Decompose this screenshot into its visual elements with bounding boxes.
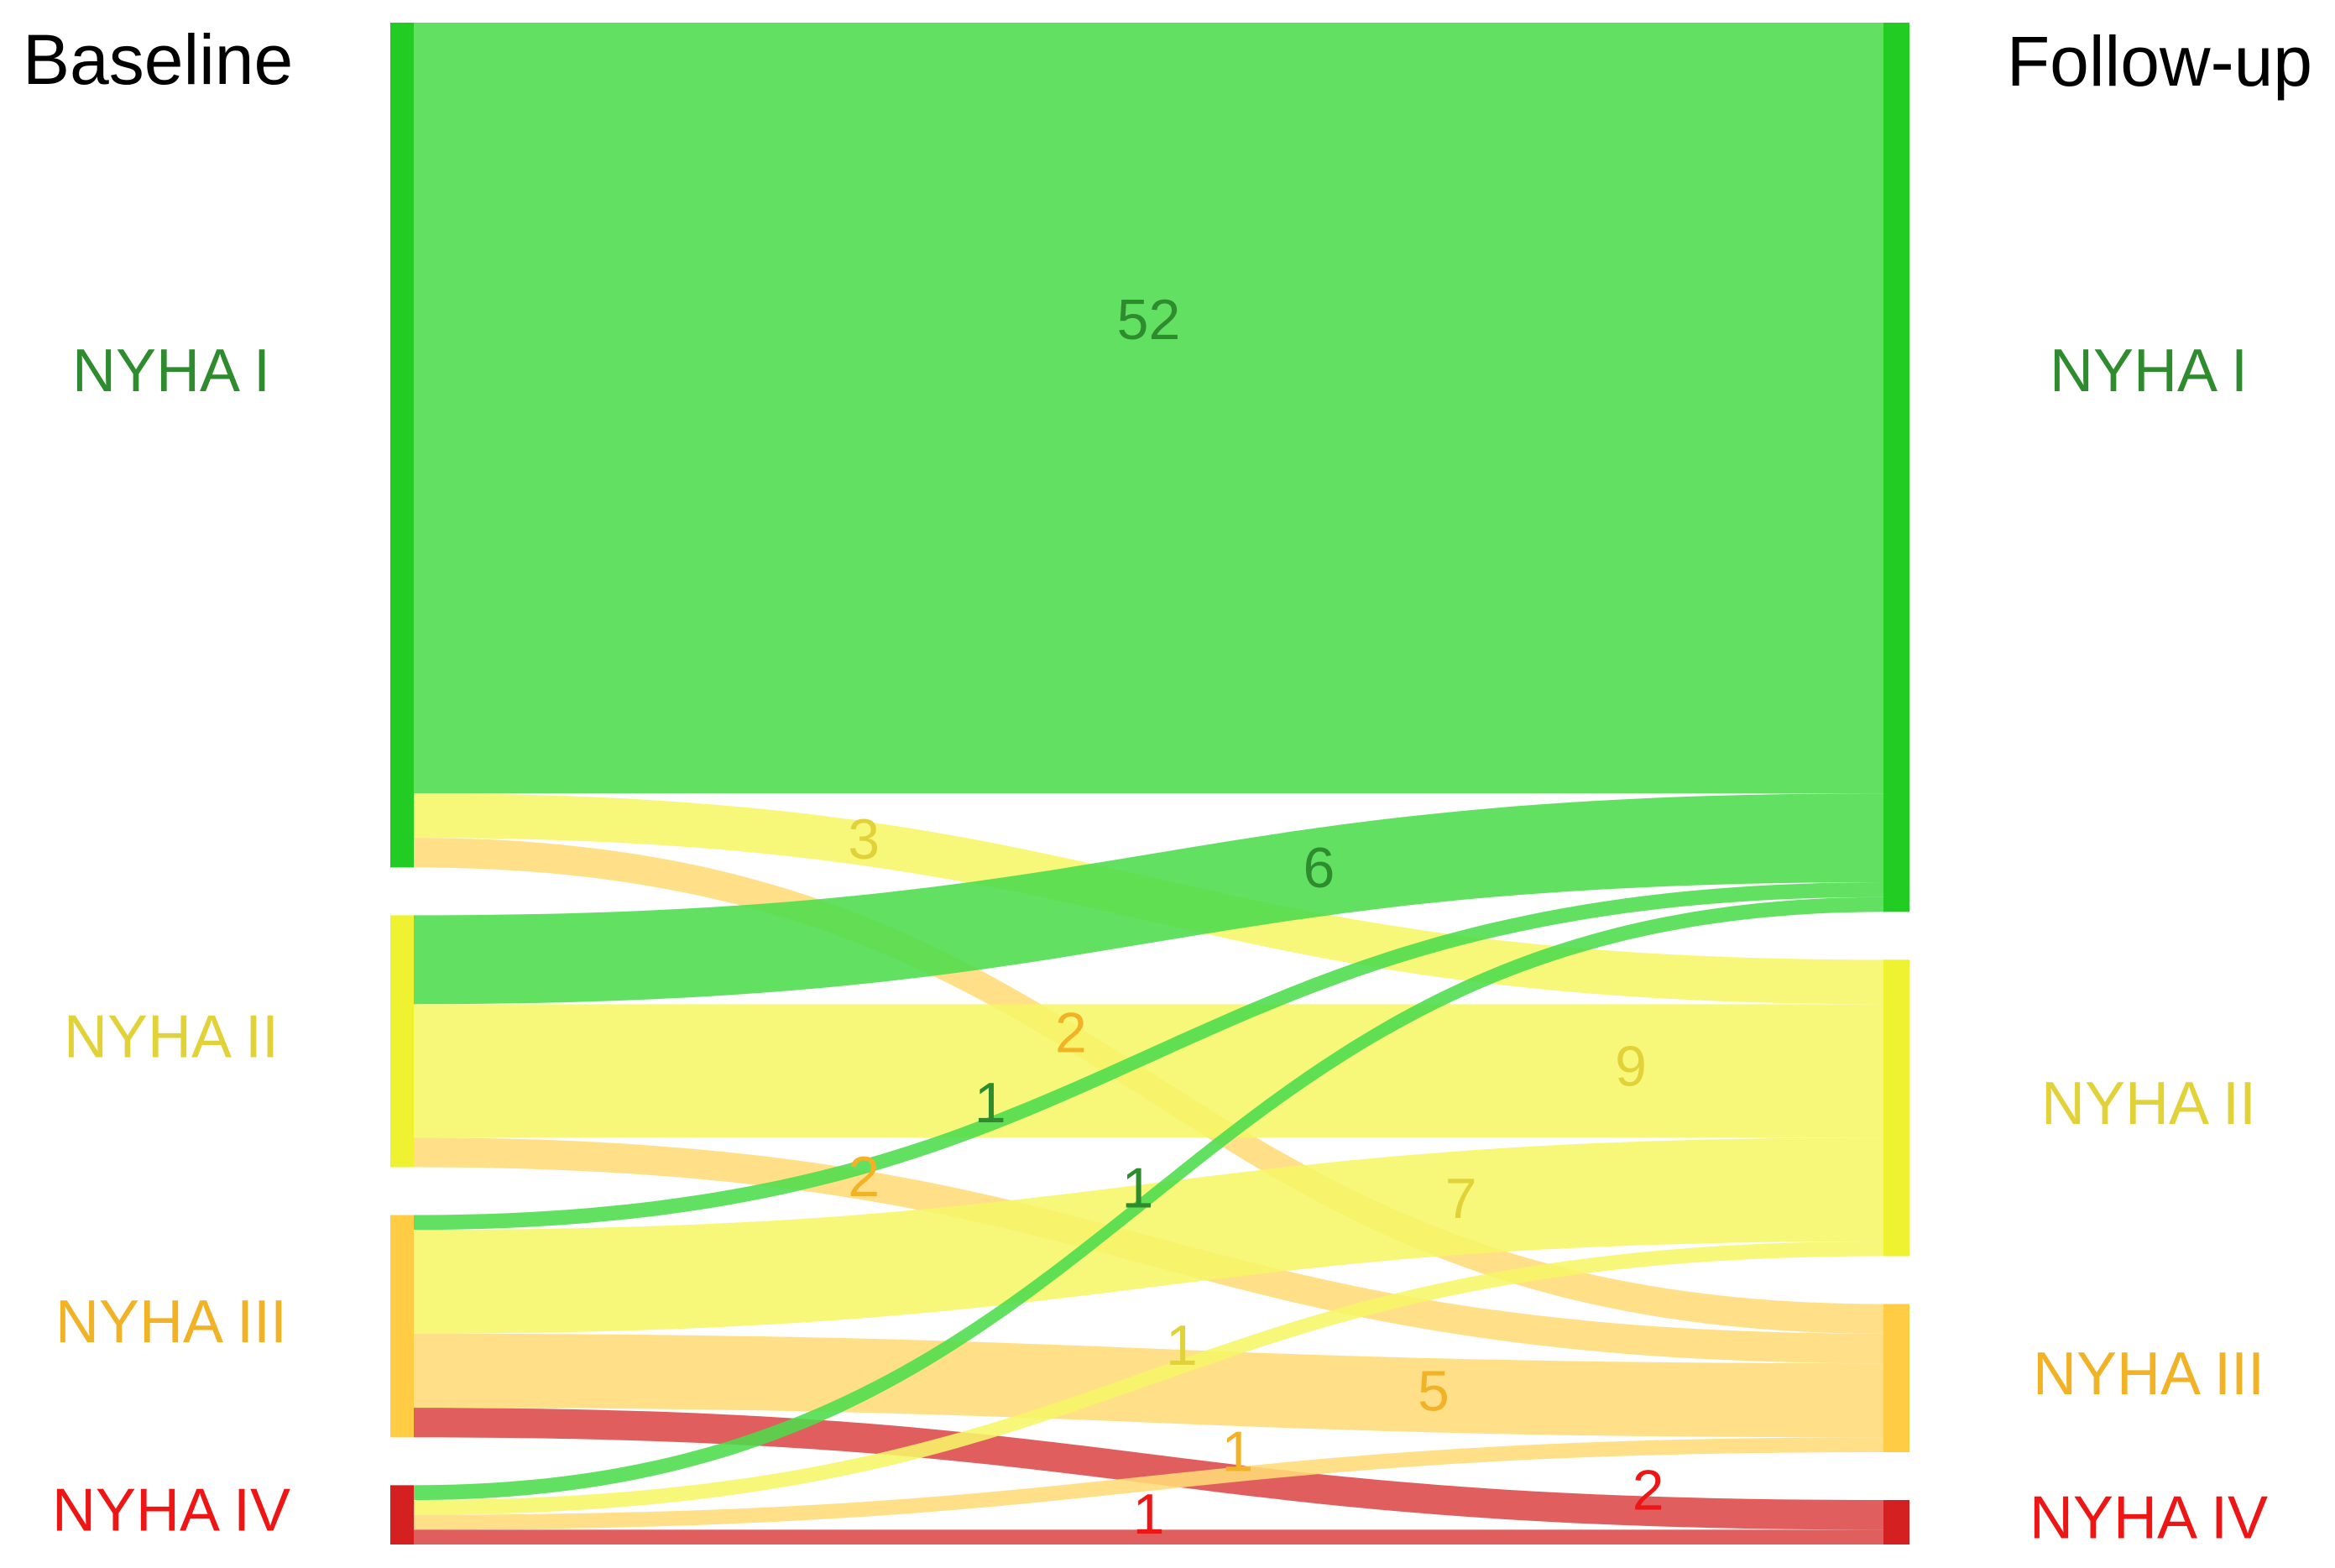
flow-ribbon xyxy=(414,1437,1883,1530)
node-label: NYHA IV xyxy=(52,1477,290,1544)
node-label: NYHA III xyxy=(55,1288,287,1356)
flow-ribbon xyxy=(414,1004,1883,1138)
node-bar xyxy=(1883,959,1909,1257)
node-label: NYHA I xyxy=(72,337,270,405)
flow-ribbon xyxy=(414,1529,1883,1544)
flow-label: 1 xyxy=(1133,1482,1165,1546)
flow-ribbon xyxy=(414,793,1883,1005)
flow-label: 6 xyxy=(1303,836,1335,900)
flow-ribbon xyxy=(414,1241,1883,1515)
links xyxy=(414,23,1883,1544)
node-bar xyxy=(1883,1304,1909,1453)
flow-label: 1 xyxy=(1166,1314,1198,1377)
node-bar xyxy=(1883,1500,1909,1544)
flow-label: 7 xyxy=(1445,1167,1477,1231)
node-bar xyxy=(390,915,414,1168)
node-label: NYHA II xyxy=(2041,1070,2256,1137)
flow-label: 52 xyxy=(1117,288,1181,352)
node-label: NYHA III xyxy=(2033,1341,2264,1408)
node-bar xyxy=(390,1485,414,1544)
flow-ribbon xyxy=(414,23,1883,794)
node-label: NYHA IV xyxy=(2029,1485,2268,1552)
right-title: Follow-up xyxy=(2007,22,2312,101)
flow-label: 2 xyxy=(1632,1458,1664,1522)
flow-ribbon xyxy=(414,882,1883,1231)
node-label: NYHA II xyxy=(64,1003,279,1070)
flow-label: 5 xyxy=(1418,1359,1450,1423)
flow-label: 3 xyxy=(848,808,880,871)
flow-label: 1 xyxy=(1121,1156,1153,1220)
node-bar xyxy=(390,1215,414,1438)
node-bar xyxy=(1883,23,1909,912)
flow-label: 2 xyxy=(848,1145,880,1209)
node-bar xyxy=(390,23,414,868)
left-title: Baseline xyxy=(23,20,293,99)
flow-label: 2 xyxy=(1055,1001,1087,1064)
flow-ribbon xyxy=(414,1137,1883,1334)
flow-ribbon xyxy=(414,1408,1883,1530)
flow-ribbon xyxy=(414,896,1883,1501)
flow-label: 1 xyxy=(1222,1419,1254,1483)
flow-label: 9 xyxy=(1615,1035,1647,1099)
node-label: NYHA I xyxy=(2050,337,2248,405)
flow-label: 1 xyxy=(974,1071,1006,1135)
